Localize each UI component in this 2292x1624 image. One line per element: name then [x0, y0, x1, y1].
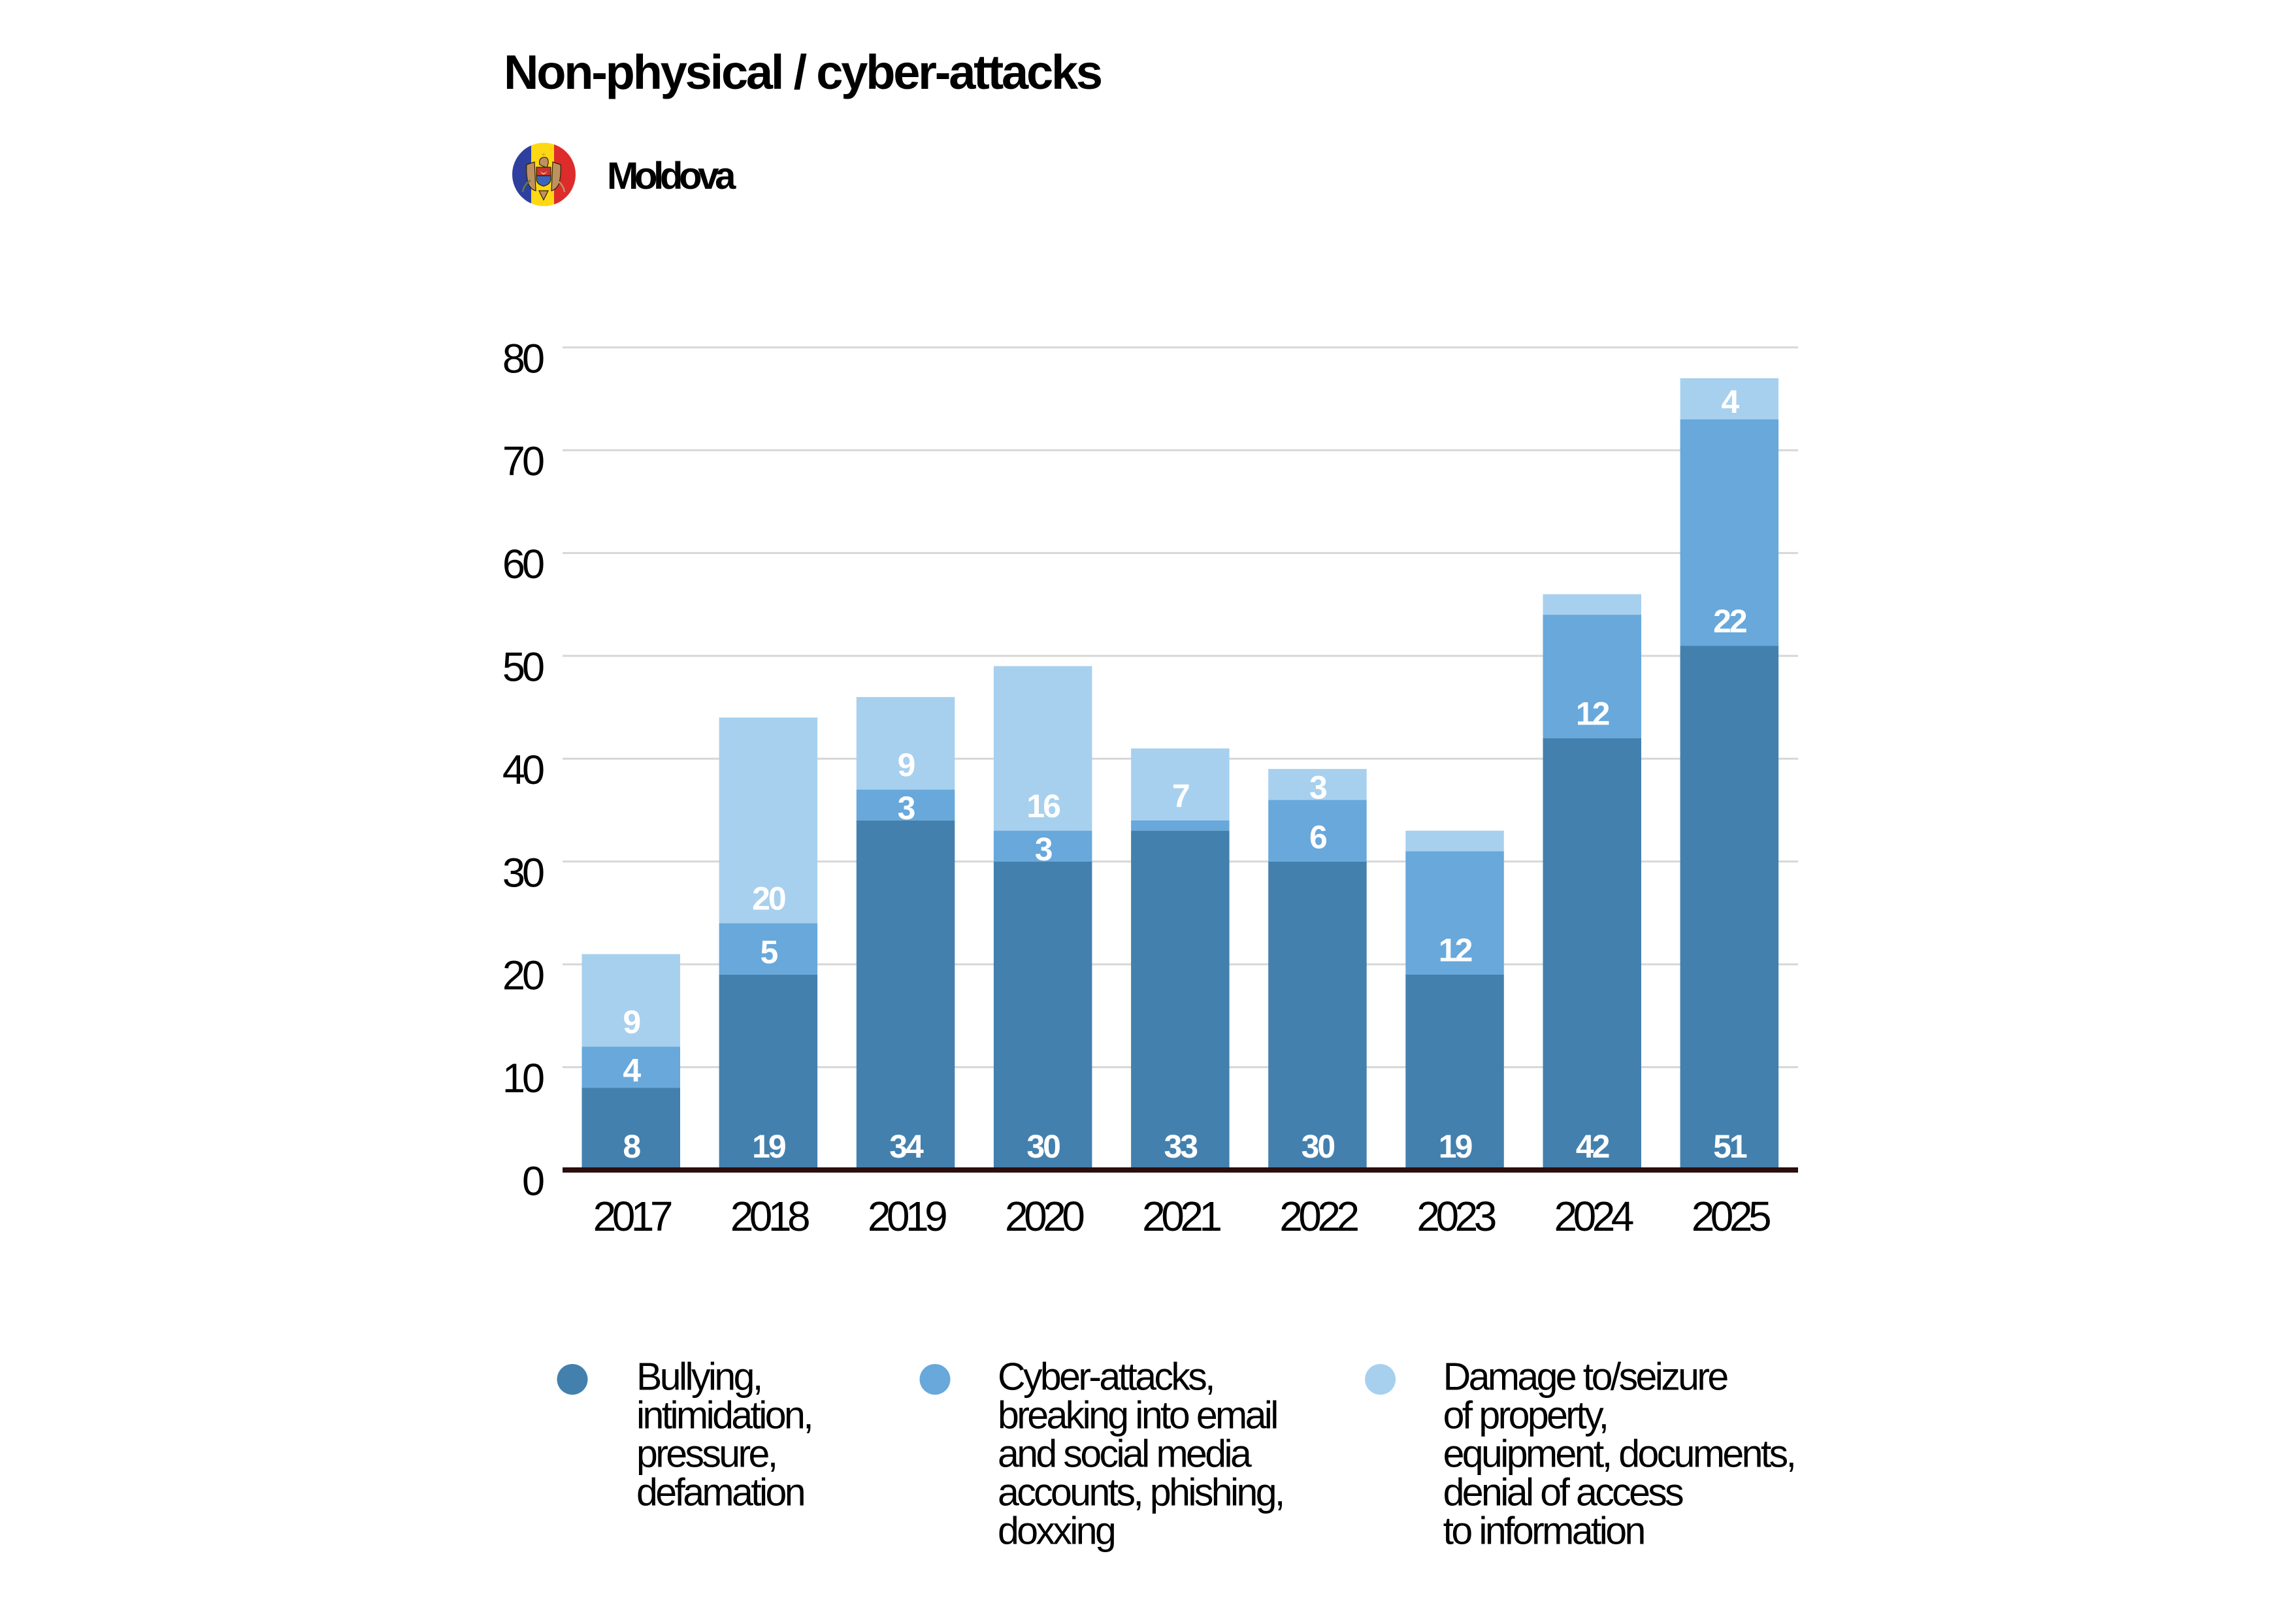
svg-text:doxxing: doxxing — [998, 1510, 1115, 1553]
svg-text:30: 30 — [502, 850, 544, 896]
svg-text:20: 20 — [752, 881, 785, 917]
svg-text:of property,: of property, — [1443, 1394, 1607, 1437]
svg-text:2022: 2022 — [1279, 1193, 1358, 1240]
svg-text:5: 5 — [760, 934, 778, 970]
svg-text:12: 12 — [1439, 932, 1472, 968]
svg-text:to information: to information — [1443, 1510, 1644, 1553]
svg-text:accounts, phishing,: accounts, phishing, — [998, 1471, 1283, 1514]
svg-text:33: 33 — [1164, 1128, 1197, 1165]
svg-text:breaking into email: breaking into email — [998, 1394, 1277, 1437]
svg-text:2023: 2023 — [1416, 1193, 1495, 1240]
svg-text:2018: 2018 — [730, 1193, 809, 1240]
svg-text:equipment, documents,: equipment, documents, — [1443, 1433, 1795, 1476]
svg-text:42: 42 — [1576, 1128, 1609, 1165]
svg-text:8: 8 — [623, 1128, 640, 1165]
svg-text:2019: 2019 — [868, 1193, 946, 1240]
svg-text:pressure,: pressure, — [636, 1433, 776, 1476]
svg-text:40: 40 — [502, 747, 544, 793]
svg-text:3: 3 — [1035, 831, 1052, 868]
svg-text:70: 70 — [502, 439, 544, 485]
svg-text:3: 3 — [1309, 770, 1326, 806]
svg-text:20: 20 — [502, 953, 544, 999]
svg-text:and social media: and social media — [998, 1433, 1252, 1476]
svg-text:Moldova: Moldova — [607, 155, 736, 197]
svg-text:51: 51 — [1713, 1128, 1747, 1165]
svg-text:Bullying,: Bullying, — [636, 1356, 761, 1399]
svg-text:9: 9 — [623, 1004, 640, 1041]
svg-text:60: 60 — [502, 542, 544, 587]
svg-text:30: 30 — [1026, 1128, 1060, 1165]
svg-text:defamation: defamation — [636, 1471, 804, 1514]
svg-text:19: 19 — [1439, 1128, 1472, 1165]
svg-text:12: 12 — [1576, 695, 1609, 732]
svg-text:7: 7 — [1172, 777, 1189, 814]
svg-text:50: 50 — [502, 645, 544, 690]
svg-text:2025: 2025 — [1692, 1193, 1770, 1240]
svg-text:denial of access: denial of access — [1443, 1471, 1684, 1514]
svg-text:2017: 2017 — [593, 1193, 672, 1240]
svg-text:10: 10 — [502, 1056, 544, 1101]
svg-text:4: 4 — [623, 1052, 641, 1088]
svg-text:Cyber-attacks,: Cyber-attacks, — [998, 1356, 1213, 1399]
svg-text:Damage to/seizure: Damage to/seizure — [1443, 1356, 1728, 1399]
svg-text:22: 22 — [1713, 603, 1746, 640]
svg-text:34: 34 — [889, 1128, 924, 1165]
svg-text:2024: 2024 — [1554, 1193, 1633, 1240]
svg-text:80: 80 — [502, 336, 544, 382]
svg-text:intimidation,: intimidation, — [636, 1394, 811, 1437]
svg-text:Non-physical / cyber-attacks: Non-physical / cyber-attacks — [504, 45, 1102, 99]
svg-text:2021: 2021 — [1142, 1193, 1220, 1240]
svg-text:30: 30 — [1302, 1128, 1335, 1165]
svg-text:6: 6 — [1309, 819, 1326, 855]
svg-text:3: 3 — [898, 790, 915, 826]
svg-text:16: 16 — [1026, 788, 1060, 824]
svg-text:9: 9 — [898, 747, 915, 783]
svg-text:19: 19 — [752, 1128, 785, 1165]
svg-text:0: 0 — [522, 1159, 544, 1205]
svg-text:2020: 2020 — [1005, 1193, 1084, 1240]
svg-text:4: 4 — [1721, 383, 1739, 420]
